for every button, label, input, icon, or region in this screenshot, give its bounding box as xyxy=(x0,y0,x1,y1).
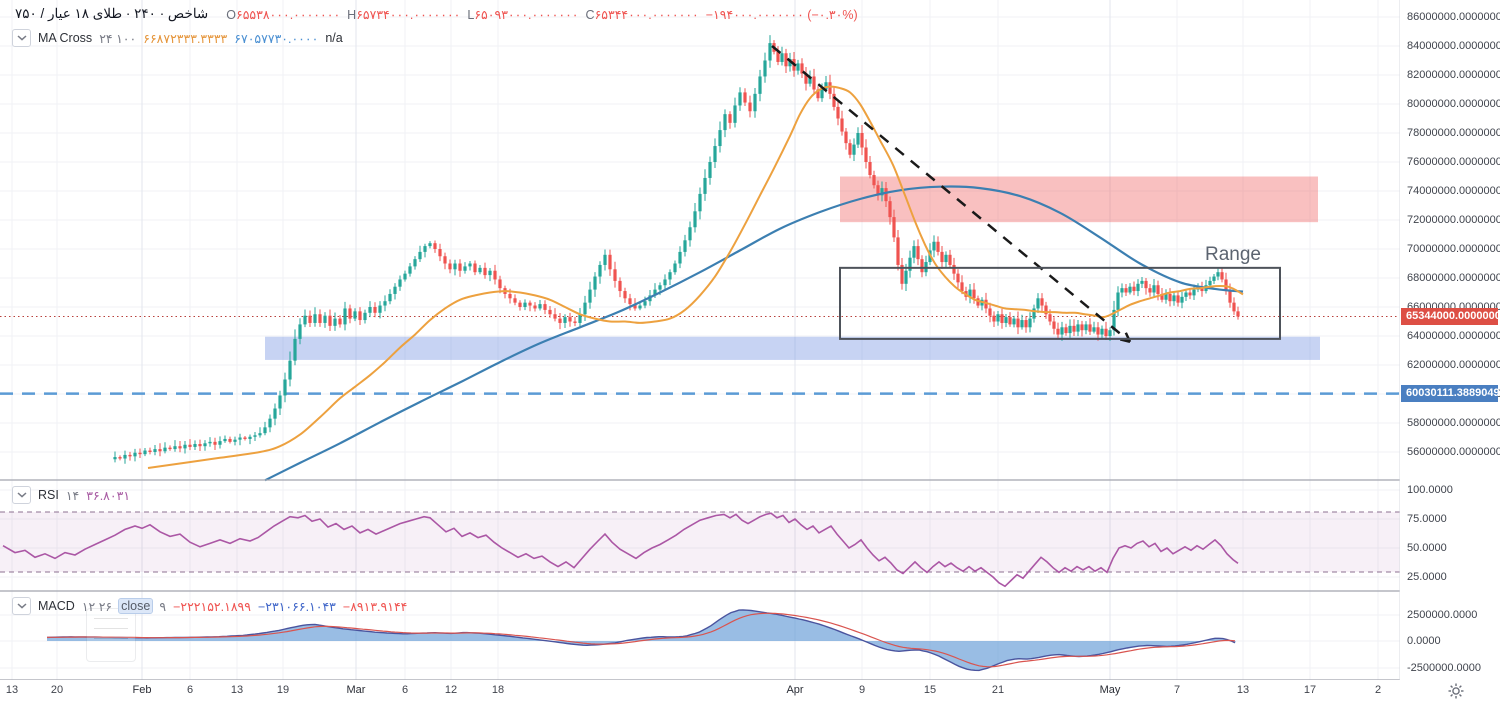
high-value: ۶۵۷۳۴۰۰۰.۰۰۰۰۰۰۰ xyxy=(356,7,461,22)
price-axis-label: 75.0000 xyxy=(1407,513,1447,525)
chevron-down-icon xyxy=(16,492,27,498)
price-axis-label: 78000000.0000000 xyxy=(1407,127,1500,139)
price-axis-label: 58000000.0000000 xyxy=(1407,417,1500,429)
close-label: C xyxy=(585,7,595,22)
time-axis-label: 15 xyxy=(923,684,937,696)
candles[interactable] xyxy=(113,35,1240,464)
time-axis-label: 21 xyxy=(991,684,1005,696)
time-axis-label: May xyxy=(1099,684,1121,696)
macd-signal-value: −۸۹۱۳.۹۱۴۴ xyxy=(342,599,408,614)
price-axis-label: 50.0000 xyxy=(1407,542,1447,554)
time-axis-label: 13 xyxy=(1236,684,1250,696)
open-value: ۶۵۵۳۸۰۰۰.۰۰۰۰۰۰۰ xyxy=(235,7,341,22)
open-label: O xyxy=(226,7,236,22)
symbol-header: شاخص · ۲۴۰ · طلای ۱۸ عیار / ۷۵۰ O۶۵۵۳۸۰۰… xyxy=(15,6,858,22)
alert-price-tag: 60030111.3889049 xyxy=(1401,385,1500,403)
chevron-down-icon xyxy=(16,603,27,609)
high-label: H xyxy=(347,7,357,22)
macd-signal-line[interactable] xyxy=(46,612,1236,668)
price-axis-label: 25.0000 xyxy=(1407,571,1447,583)
low-value: ۶۵۰۹۳۰۰۰.۰۰۰۰۰۰۰ xyxy=(474,7,579,22)
time-axis-label: Feb xyxy=(132,684,152,696)
range-box[interactable] xyxy=(839,266,1281,340)
time-axis-label: Apr xyxy=(786,684,804,696)
time-axis-label: 6 xyxy=(401,684,409,696)
chevron-down-icon xyxy=(16,35,27,41)
price-axis-label: 70000000.0000000 xyxy=(1407,243,1500,255)
rsi-params: ۱۴ xyxy=(65,488,80,503)
price-axis-label: 64000000.0000000 xyxy=(1407,330,1500,342)
time-axis[interactable]: 13 20 Feb 6 13 19 Mar 6 12 18 Apr 9 15 21 May 7 13 17 2 xyxy=(0,680,1500,701)
time-axis-label: 12 xyxy=(444,684,458,696)
price-axis-label: 72000000.0000000 xyxy=(1407,214,1500,226)
ma-cross-name[interactable]: MA Cross xyxy=(38,31,93,45)
time-axis-label: 17 xyxy=(1303,684,1317,696)
price-axis-label: 80000000.0000000 xyxy=(1407,98,1500,110)
open-field: O۶۵۵۳۸۰۰۰.۰۰۰۰۰۰۰ xyxy=(226,7,340,22)
low-field: L۶۵۰۹۳۰۰۰.۰۰۰۰۰۰۰ xyxy=(467,7,578,22)
macd-line[interactable] xyxy=(46,609,1236,672)
time-axis-label: 19 xyxy=(276,684,290,696)
price-axis-label: 68000000.0000000 xyxy=(1407,272,1500,284)
ma-24-line[interactable] xyxy=(147,85,1244,469)
macd-name[interactable]: MACD xyxy=(38,599,75,613)
time-axis-label: 13 xyxy=(5,684,19,696)
time-axis-label: 2 xyxy=(1374,684,1382,696)
support-zone[interactable] xyxy=(265,336,1320,360)
last-price-tag: 65344000.0000000 xyxy=(1401,308,1500,325)
time-axis-label: 20 xyxy=(50,684,64,696)
macd-source-param[interactable]: close xyxy=(118,598,154,614)
macd-hist-value: −۲۲۲۱۵۲.۱۸۹۹ xyxy=(173,599,251,614)
macd-params-a: ۱۲ ۲۶ xyxy=(81,599,113,614)
ma-100-line[interactable] xyxy=(264,185,1244,482)
rsi-row: RSI ۱۴ ۳۶.۸۰۳۱ xyxy=(12,486,130,504)
ma-cross-row: MA Cross ۲۴ ۱۰۰ ۶۶۸۷۲۳۳۳.۳۳۳۳ ۶۷۰۵۷۷۳۰.۰… xyxy=(12,29,343,47)
rsi-line[interactable] xyxy=(2,512,1239,588)
trendline[interactable] xyxy=(771,45,1131,343)
time-axis-label: 13 xyxy=(230,684,244,696)
price-axis-label: 62000000.0000000 xyxy=(1407,359,1500,371)
symbol-title[interactable]: شاخص · ۲۴۰ · طلای ۱۸ عیار / ۷۵۰ xyxy=(15,6,209,21)
rsi-collapse-button[interactable] xyxy=(12,486,31,504)
change-value: −۱۹۴۰۰۰.۰۰۰۰۰۰۰ (−۰.۳۰%) xyxy=(705,7,858,22)
time-axis-label: 7 xyxy=(1173,684,1181,696)
ma-cross-fast-value: ۶۶۸۷۲۳۳۳.۳۳۳۳ xyxy=(143,31,228,46)
rsi-name[interactable]: RSI xyxy=(38,488,59,502)
resistance-zone[interactable] xyxy=(840,176,1318,223)
range-annotation-label[interactable]: Range xyxy=(1205,244,1261,265)
price-axis-label: 0.0000 xyxy=(1407,635,1441,647)
macd-params-b: ۹ xyxy=(159,599,167,614)
gear-icon xyxy=(1448,683,1464,699)
time-axis-label: Mar xyxy=(346,684,366,696)
ma-cross-params: ۲۴ ۱۰۰ xyxy=(99,31,137,46)
high-field: H۶۵۷۳۴۰۰۰.۰۰۰۰۰۰۰ xyxy=(347,7,460,22)
price-axis-label: 84000000.0000000 xyxy=(1407,40,1500,52)
close-field: C۶۵۳۴۴۰۰۰.۰۰۰۰۰۰۰ xyxy=(586,7,699,22)
rsi-value: ۳۶.۸۰۳۱ xyxy=(86,488,131,503)
axis-settings-gear-button[interactable] xyxy=(1447,682,1465,700)
price-axis-label: 74000000.0000000 xyxy=(1407,185,1500,197)
time-axis-label: 18 xyxy=(491,684,505,696)
price-axis-label: 56000000.0000000 xyxy=(1407,446,1500,458)
low-label: L xyxy=(467,7,475,22)
price-axis-label: -2500000.0000 xyxy=(1407,662,1482,674)
ma-cross-collapse-button[interactable] xyxy=(12,29,31,47)
macd-line-value: −۲۳۱۰۶۶.۱۰۴۳ xyxy=(257,599,336,614)
macd-row: MACD ۱۲ ۲۶ close ۹ −۲۲۲۱۵۲.۱۸۹۹ −۲۳۱۰۶۶.… xyxy=(12,597,407,615)
price-axis[interactable]: 86000000.0000000 84000000.0000000 82000000… xyxy=(1400,0,1500,680)
ma-cross-na-value: n/a xyxy=(325,31,343,45)
price-axis-label: 76000000.0000000 xyxy=(1407,156,1500,168)
price-axis-label: 86000000.0000000 xyxy=(1407,11,1500,23)
time-axis-label: 6 xyxy=(186,684,194,696)
price-axis-label: 82000000.0000000 xyxy=(1407,69,1500,81)
ma-cross-slow-value: ۶۷۰۵۷۷۳۰.۰۰۰۰ xyxy=(234,31,319,46)
time-axis-label: 9 xyxy=(858,684,866,696)
price-axis-label: 2500000.0000 xyxy=(1407,609,1478,621)
ghost-widget xyxy=(86,608,136,662)
macd-collapse-button[interactable] xyxy=(12,597,31,615)
close-value: ۶۵۳۴۴۰۰۰.۰۰۰۰۰۰۰ xyxy=(594,7,699,22)
price-axis-label: 100.0000 xyxy=(1407,484,1453,496)
